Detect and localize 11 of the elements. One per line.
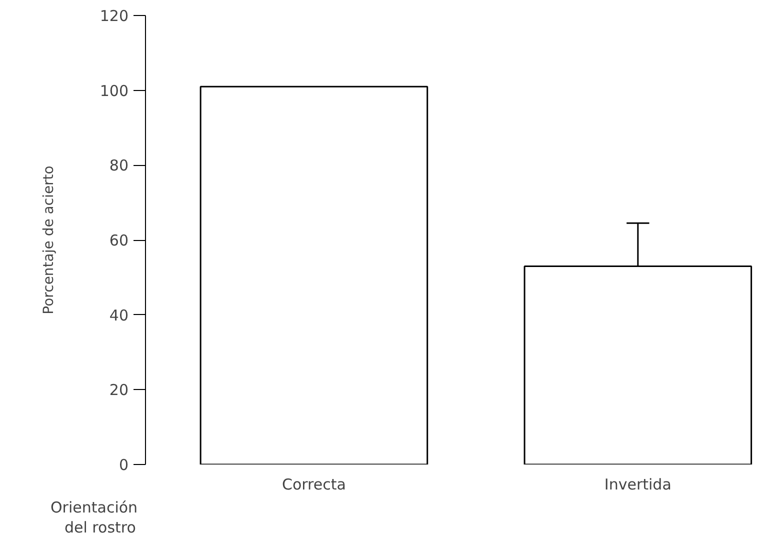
y-tick-label: 0 — [118, 456, 129, 474]
y-tick-label: 80 — [109, 156, 129, 175]
y-tick-label: 40 — [109, 306, 129, 324]
x-tick-label: Invertida — [604, 476, 672, 494]
y-axis-title: Porcentaje de acierto — [40, 166, 57, 314]
y-tick-label: 20 — [109, 381, 129, 400]
y-tick-label: 100 — [100, 82, 129, 100]
y-tick-label: 120 — [100, 7, 129, 25]
x-tick-label: Correcta — [282, 476, 346, 494]
x-axis-title: Orientación del rostro — [50, 498, 138, 536]
y-tick-label: 60 — [109, 232, 129, 250]
